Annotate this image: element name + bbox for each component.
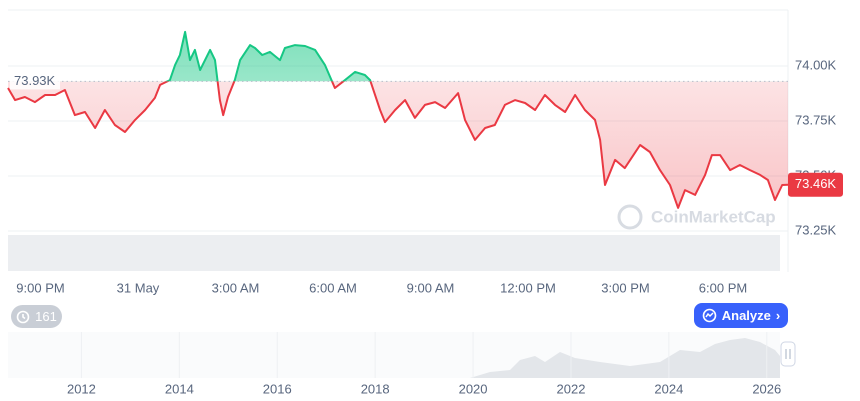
x-tick-label: 3:00 PM bbox=[601, 280, 649, 295]
navigator-tick-label: 2018 bbox=[361, 381, 390, 396]
analyze-icon bbox=[702, 308, 717, 323]
navigator-tick-label: 2016 bbox=[263, 381, 292, 396]
price-line-above bbox=[164, 30, 372, 82]
area-below bbox=[8, 81, 788, 208]
last-price-bg bbox=[788, 172, 843, 197]
x-tick-label: 3:00 AM bbox=[212, 280, 260, 295]
chevron: › bbox=[775, 308, 781, 323]
history-icon bbox=[16, 310, 30, 323]
x-tick-label: 9:00 PM bbox=[16, 280, 64, 295]
navigator-tick-label: 2012 bbox=[67, 381, 96, 396]
navigator-handle[interactable] bbox=[780, 341, 796, 367]
history-badge[interactable]: 161 bbox=[11, 305, 62, 328]
navigator-tick-label: 2014 bbox=[165, 381, 194, 396]
navigator-tick-label: 2026 bbox=[752, 381, 781, 396]
y-tick-label: 73.75K bbox=[795, 112, 837, 127]
watermark-text: CoinMarketCap bbox=[651, 207, 776, 226]
price-line-below bbox=[7, 81, 789, 209]
navigator-tick-label: 2022 bbox=[557, 381, 586, 396]
volume-area bbox=[8, 235, 780, 271]
x-tick-label: 12:00 PM bbox=[500, 280, 556, 295]
y-tick-label: 74.00K bbox=[795, 57, 837, 72]
navigator-tick-label: 2024 bbox=[654, 381, 683, 396]
y-tick-label: 73.25K bbox=[795, 222, 837, 237]
reference-label-bg bbox=[10, 72, 60, 90]
reference-label: 73.93K bbox=[14, 73, 56, 88]
history-count: 161 bbox=[35, 309, 57, 324]
x-tick-label: 9:00 AM bbox=[407, 280, 455, 295]
watermark: CoinMarketCap bbox=[617, 204, 776, 230]
x-tick-label: 6:00 PM bbox=[699, 280, 747, 295]
navigator-tick-label: 2020 bbox=[459, 381, 488, 396]
navigator-area bbox=[470, 338, 780, 378]
area-above bbox=[8, 31, 788, 82]
last-price-label: 73.46K bbox=[795, 176, 837, 191]
analyze-button[interactable]: Analyze › bbox=[694, 303, 788, 328]
x-tick-label: 31 May bbox=[117, 280, 160, 295]
analyze-label: Analyze bbox=[721, 308, 771, 323]
x-tick-label: 6:00 AM bbox=[309, 280, 357, 295]
